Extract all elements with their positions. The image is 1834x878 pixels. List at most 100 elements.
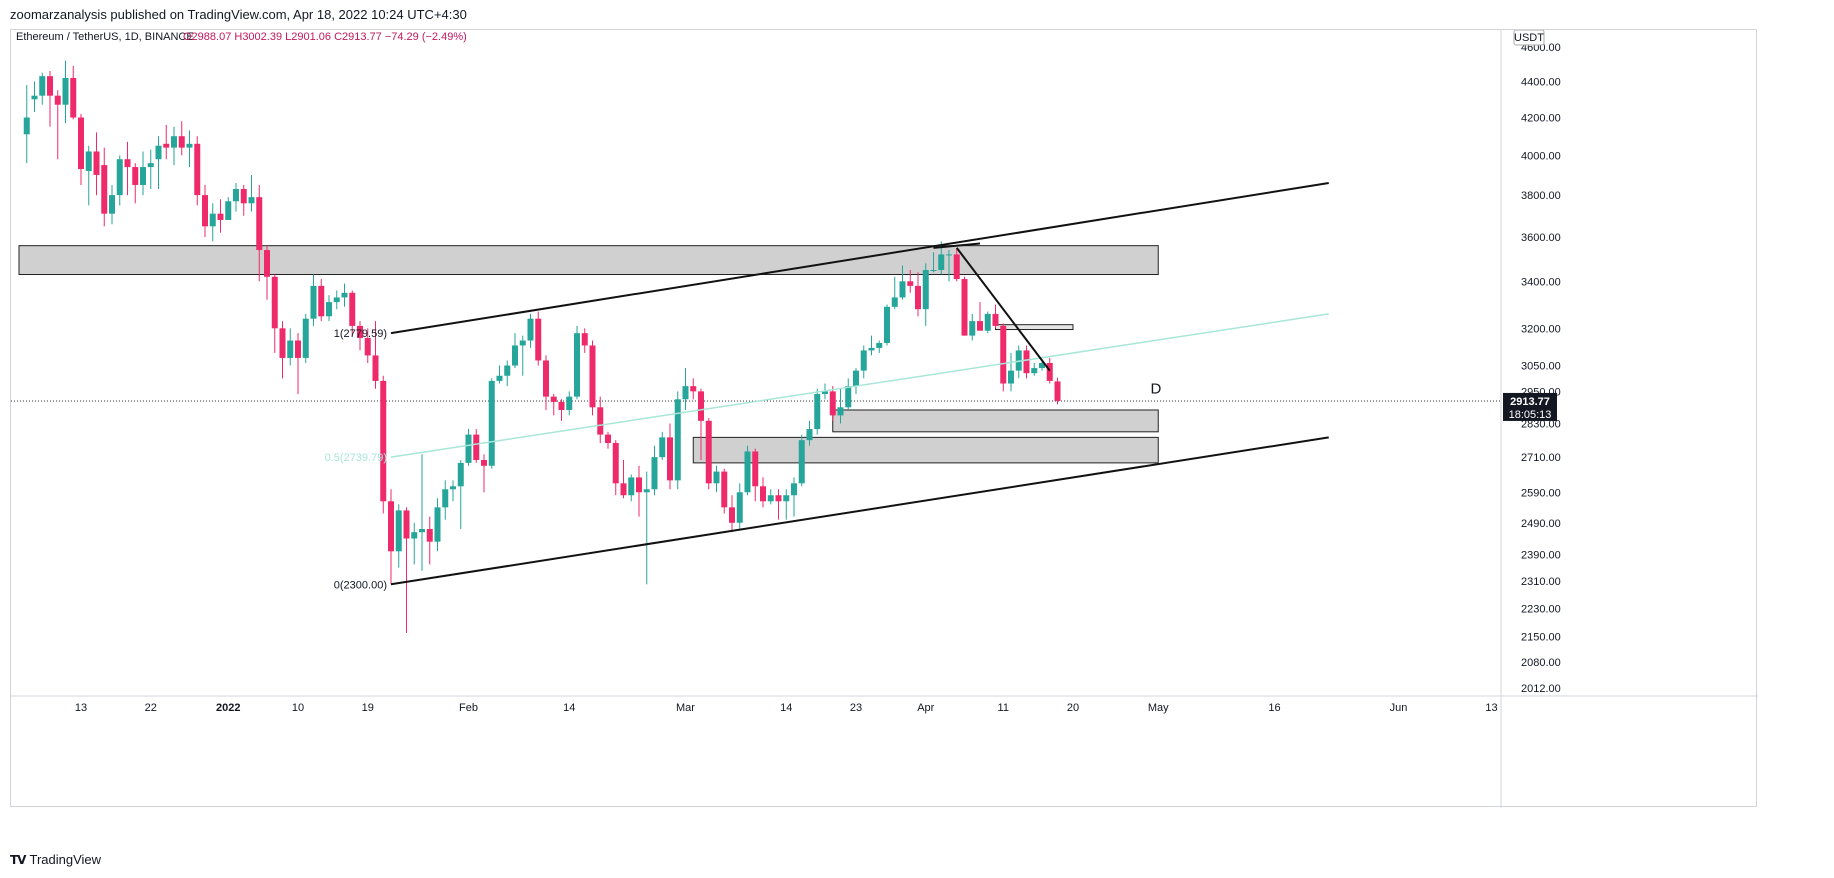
candle-body <box>54 95 61 105</box>
candle-body <box>233 189 239 202</box>
candle-body <box>47 76 53 96</box>
candle-body <box>202 195 208 227</box>
support-zone-upper <box>832 409 1159 433</box>
candle-body <box>225 201 232 220</box>
price-tick-label: 4000.00 <box>1521 150 1561 162</box>
candle-body <box>682 386 689 400</box>
candlestick-chart[interactable]: 1(2779.59) 0.5(2739.79) 0(2300.00) D 2012.00… <box>11 30 1758 808</box>
candle-body <box>535 318 542 361</box>
candle-body <box>287 340 294 358</box>
candle-body <box>806 429 813 441</box>
candle-body <box>907 281 914 286</box>
candle-body <box>938 254 945 270</box>
price-tick-label: 2012.00 <box>1521 683 1561 695</box>
candle-body <box>783 495 790 502</box>
fib-mid-line <box>390 313 1329 458</box>
price-tick-label: 2590.00 <box>1521 487 1561 499</box>
candle-body <box>62 77 69 105</box>
currency-box <box>1513 30 1545 46</box>
candle-body <box>876 342 883 348</box>
candle-body <box>752 451 759 487</box>
candle-body <box>845 386 852 408</box>
candle-body <box>240 189 247 204</box>
ohlc-label: O2988.07 H3002.39 L2901.06 C2913.77 −74.… <box>183 31 467 43</box>
small-box <box>995 324 1074 331</box>
candle-body <box>597 407 604 435</box>
countdown-label: 18:05:13 <box>1509 409 1552 421</box>
candle-body <box>860 350 867 371</box>
candle-body <box>426 529 433 542</box>
candle-body <box>651 457 658 490</box>
candle-body <box>992 313 999 326</box>
candle-body <box>318 285 325 317</box>
candle-body <box>713 471 720 484</box>
candle-body <box>333 297 340 303</box>
candle-body <box>1031 368 1038 374</box>
time-tick-label: 22 <box>145 702 157 714</box>
topline-short <box>933 242 981 249</box>
candle-body <box>891 297 898 307</box>
candle-body <box>341 292 348 298</box>
candle-body <box>814 393 821 430</box>
candle-body <box>977 321 983 331</box>
candle-body <box>744 451 751 493</box>
price-tick-label: 4200.00 <box>1521 113 1561 125</box>
candle-body <box>163 143 170 148</box>
candle-body <box>969 321 976 336</box>
candle-body <box>868 347 875 351</box>
candle-body <box>388 501 394 552</box>
candle-body <box>116 159 123 196</box>
time-tick-label: Feb <box>459 702 478 714</box>
candle-body <box>403 510 410 539</box>
support-zone-lower <box>692 436 1159 464</box>
time-tick-label: Mar <box>676 702 695 714</box>
candle-body <box>953 254 960 280</box>
candle-body <box>961 279 968 336</box>
candle-body <box>566 396 573 410</box>
candle-body <box>395 510 402 552</box>
price-tick-label: 3800.00 <box>1521 190 1561 202</box>
candle-body <box>729 507 735 523</box>
candle-body <box>147 163 154 168</box>
candle-body <box>178 136 185 148</box>
time-tick-label: Apr <box>917 702 934 714</box>
candle-body <box>209 213 216 227</box>
annotation-label: D <box>1151 380 1162 397</box>
candle-body <box>171 136 177 148</box>
candle-body <box>194 143 201 196</box>
candle-body <box>612 442 619 484</box>
candle-body <box>93 151 100 175</box>
time-tick-label: 2022 <box>216 702 240 714</box>
time-tick-label: 11 <box>998 702 1009 714</box>
channel-upper <box>390 181 1329 335</box>
candle-body <box>884 306 890 343</box>
candle-body <box>984 313 991 331</box>
candle-body <box>915 285 921 310</box>
candle-body <box>434 507 441 542</box>
footer-brand: 𝗧𝗩 TradingView <box>10 852 101 867</box>
candle-body <box>628 477 635 496</box>
price-tick-label: 3200.00 <box>1521 323 1561 335</box>
candle-body <box>837 407 844 416</box>
candle-body <box>271 276 278 329</box>
candle-body <box>450 486 456 490</box>
candle-body <box>302 318 309 358</box>
candle-body <box>78 117 84 170</box>
candle-body <box>39 76 46 96</box>
chart-frame[interactable]: 1(2779.59) 0.5(2739.79) 0(2300.00) D 2012.00… <box>10 29 1758 808</box>
candle-body <box>31 95 38 100</box>
time-tick-label: 14 <box>780 702 792 714</box>
candle-body <box>132 167 139 185</box>
candle-body <box>589 345 596 408</box>
price-tick-label: 2230.00 <box>1521 603 1561 615</box>
candle-body <box>853 370 859 387</box>
symbol-label: Ethereum / TetherUS, 1D, BINANCE <box>16 31 194 43</box>
candle-body <box>705 420 712 484</box>
candle-body <box>791 483 797 496</box>
price-tick-label: 2080.00 <box>1521 657 1561 669</box>
currency-label: USDT <box>1514 32 1544 44</box>
candle-body <box>946 254 952 256</box>
time-tick-label: 13 <box>75 702 87 714</box>
candle-body <box>775 495 782 502</box>
candle-body <box>442 489 449 508</box>
